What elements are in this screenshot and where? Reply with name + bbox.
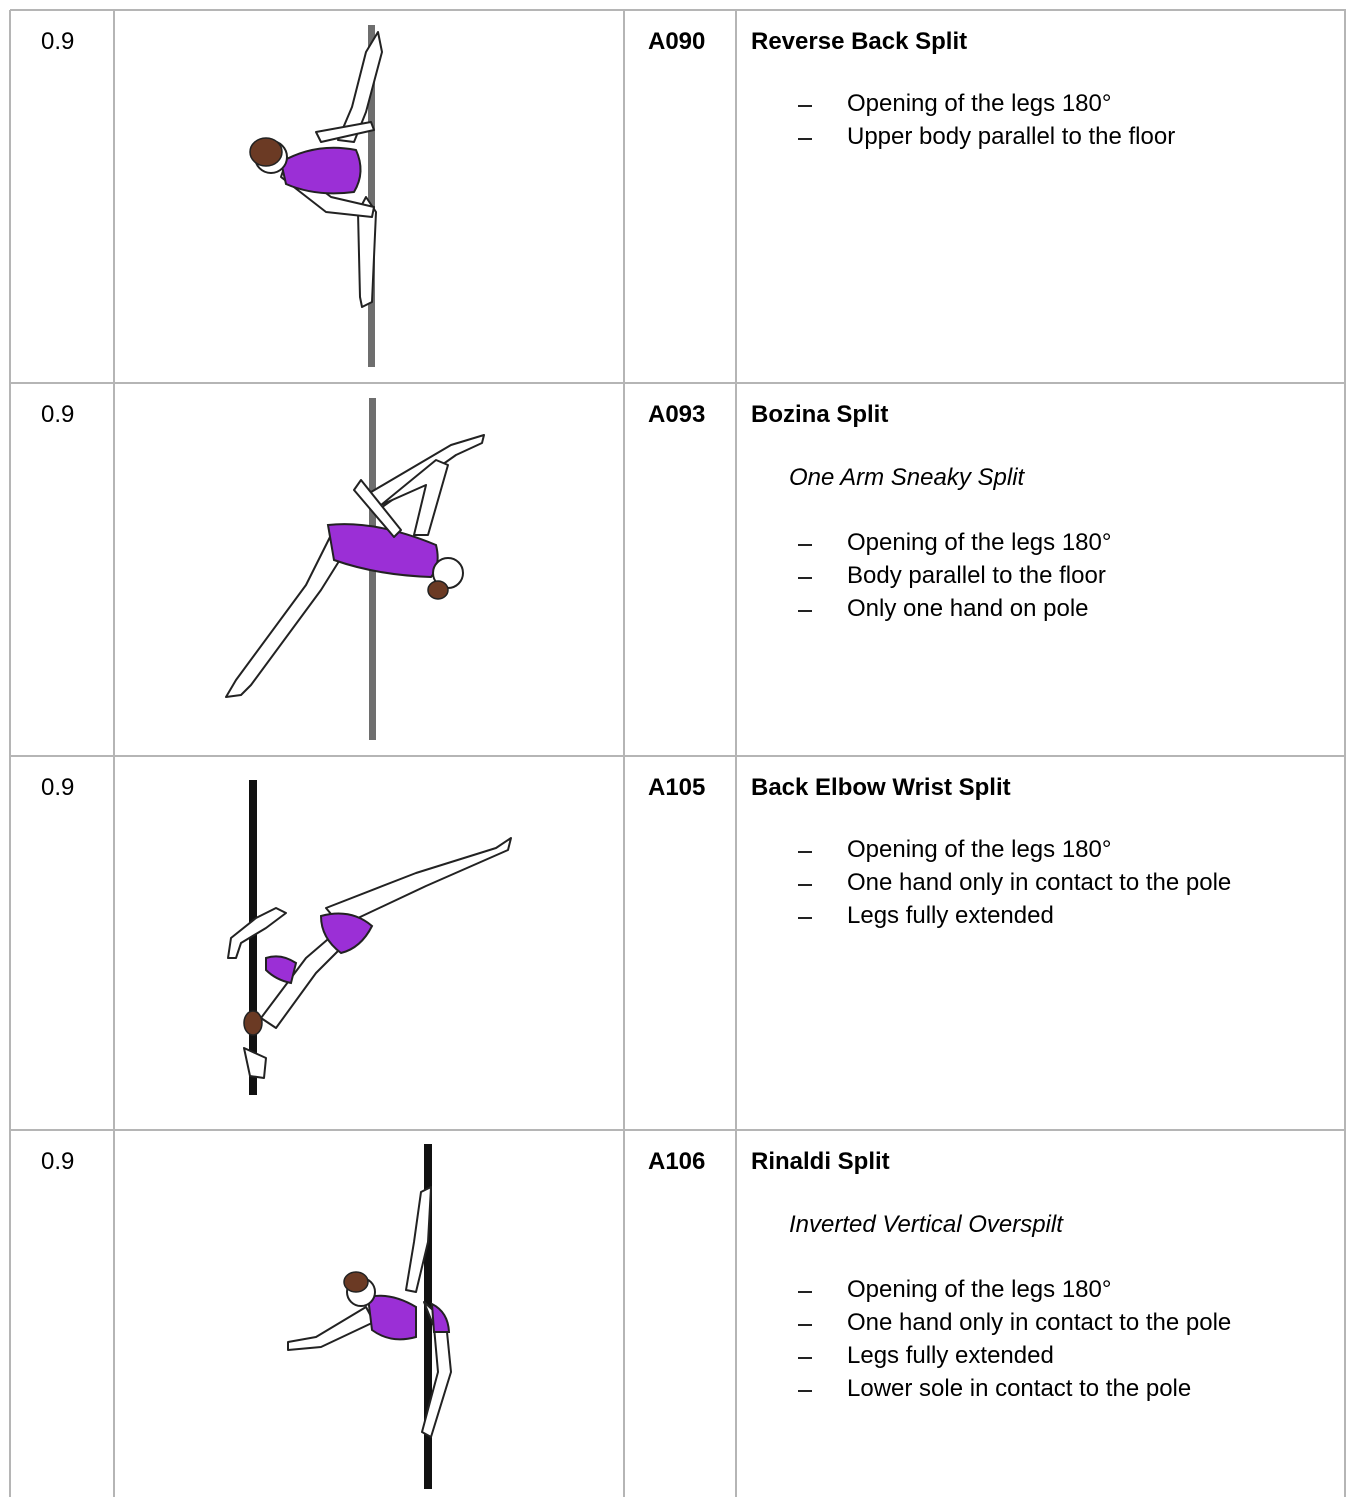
figure-illustration [249, 25, 383, 367]
element-name: Rinaldi Split [751, 1148, 890, 1175]
element-code: A090 [648, 28, 706, 55]
bullet-dash [798, 1357, 812, 1359]
bullet-dash [798, 105, 812, 107]
score: 0.9 [41, 1148, 75, 1175]
row-border [10, 755, 1346, 757]
criterion: Legs fully extended [847, 902, 1054, 929]
column-border [1344, 10, 1346, 1497]
score: 0.9 [41, 401, 75, 428]
column-border [735, 10, 737, 1497]
bullet-dash [798, 1291, 812, 1293]
bullet-dash [798, 917, 812, 919]
element-code: A105 [648, 774, 706, 801]
bullet-dash [798, 1324, 812, 1326]
column-border [623, 10, 625, 1497]
bullet-dash [798, 884, 812, 886]
criterion: Lower sole in contact to the pole [847, 1375, 1192, 1402]
criterion: Opening of the legs 180° [847, 529, 1112, 556]
criterion: One hand only in contact to the pole [847, 1309, 1232, 1336]
figure-illustration [225, 398, 485, 740]
element-alias: One Arm Sneaky Split [789, 464, 1025, 491]
criterion: Legs fully extended [847, 1342, 1054, 1369]
row-border [10, 1129, 1346, 1131]
criterion: One hand only in contact to the pole [847, 869, 1232, 896]
figure-illustration [287, 1144, 452, 1489]
element-name: Back Elbow Wrist Split [751, 774, 1011, 801]
criterion: Opening of the legs 180° [847, 1276, 1112, 1303]
column-border [9, 10, 11, 1497]
bullet-dash [798, 610, 812, 612]
figure-illustration [227, 780, 512, 1095]
row-border [10, 382, 1346, 384]
criterion: Opening of the legs 180° [847, 90, 1112, 117]
criterion: Opening of the legs 180° [847, 836, 1112, 863]
row-border [10, 9, 1346, 11]
element-name: Reverse Back Split [751, 28, 968, 55]
score: 0.9 [41, 28, 75, 55]
criterion: Only one hand on pole [847, 595, 1089, 622]
score: 0.9 [41, 774, 75, 801]
criterion: Upper body parallel to the floor [847, 123, 1176, 150]
element-alias: Inverted Vertical Overspilt [789, 1211, 1063, 1238]
criterion: Body parallel to the floor [847, 562, 1106, 589]
bullet-dash [798, 577, 812, 579]
element-code: A093 [648, 401, 706, 428]
bullet-dash [798, 138, 812, 140]
bullet-dash [798, 851, 812, 853]
element-code: A106 [648, 1148, 706, 1175]
bullet-dash [798, 1390, 812, 1392]
element-name: Bozina Split [751, 401, 889, 428]
bullet-dash [798, 544, 812, 546]
column-border [113, 10, 115, 1497]
